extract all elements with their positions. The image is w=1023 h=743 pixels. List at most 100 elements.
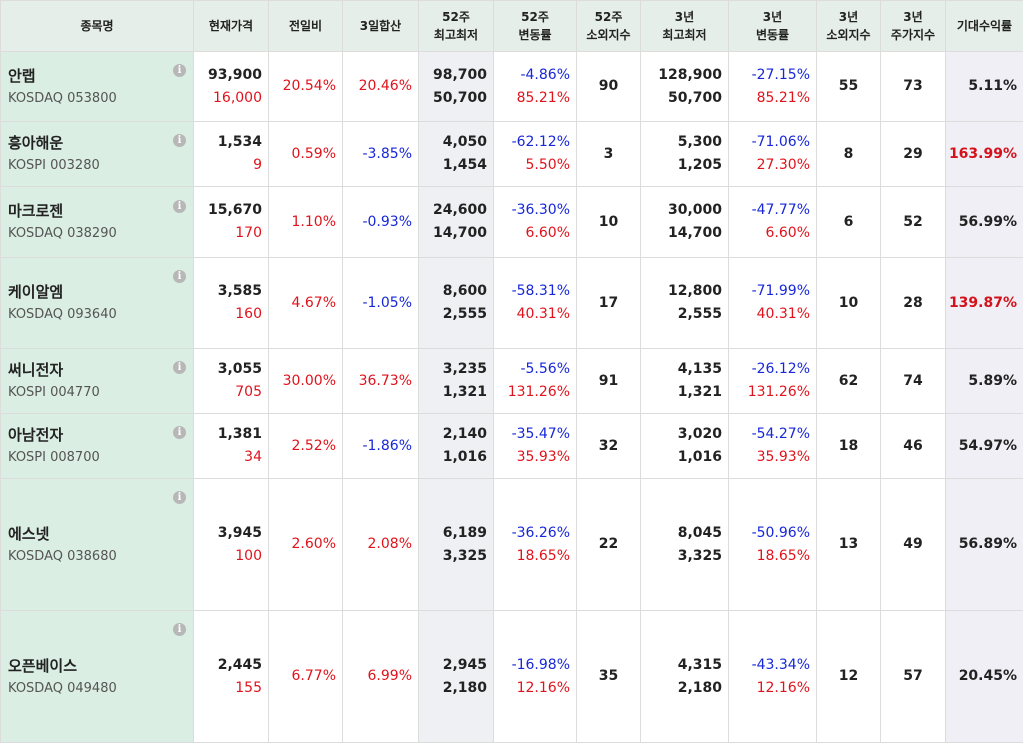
expected-return: 56.89%	[946, 479, 1023, 611]
w52-down-pct: -35.47%	[494, 423, 570, 446]
info-icon[interactable]: i	[173, 426, 186, 439]
header-label: 전일비	[269, 17, 342, 35]
y3-price-index: 49	[881, 479, 946, 611]
info-icon[interactable]: i	[173, 491, 186, 504]
header-label: 소외지수	[577, 26, 640, 44]
header-label: 52주	[419, 8, 493, 26]
stock-name[interactable]: 써니전자	[8, 358, 187, 382]
w52-change-cell: -58.31%40.31%	[494, 258, 577, 349]
stock-name[interactable]: 아남전자	[8, 423, 187, 447]
w52-up-pct: 12.16%	[494, 677, 570, 700]
col-price-header[interactable]: 현재가격	[194, 1, 269, 52]
info-icon[interactable]: i	[173, 361, 186, 374]
stock-code: KOSDAQ 093640	[8, 304, 187, 326]
stock-name[interactable]: 오픈베이스	[8, 654, 187, 678]
header-label: 주가지수	[881, 26, 945, 44]
y3-down-pct: -71.99%	[729, 280, 810, 303]
y3-up-pct: 6.60%	[729, 222, 810, 245]
col-name-header[interactable]: 종목명	[1, 1, 194, 52]
info-icon[interactable]: i	[173, 270, 186, 283]
info-icon[interactable]: i	[173, 64, 186, 77]
col-day-change-header[interactable]: 전일비	[269, 1, 343, 52]
three-day-cell: 6.99%	[343, 611, 419, 743]
y3-neglect-index: 13	[817, 479, 881, 611]
w52-change-cell: -36.30%6.60%	[494, 187, 577, 258]
header-label: 3년	[881, 8, 945, 26]
three-day-pct: 2.08%	[368, 536, 412, 552]
current-price: 93,900	[194, 64, 262, 87]
w52-high: 6,189	[419, 522, 487, 545]
y3-up-pct: 131.26%	[729, 381, 810, 404]
day-change-pct: 0.59%	[292, 146, 336, 162]
col-three-day-header[interactable]: 3일합산	[343, 1, 419, 52]
expected-return: 139.87%	[946, 258, 1023, 349]
info-icon[interactable]: i	[173, 200, 186, 213]
day-change-cell: 2.52%	[269, 414, 343, 479]
w52-low: 2,555	[419, 303, 487, 326]
y3-down-pct: -47.77%	[729, 199, 810, 222]
three-day-cell: -3.85%	[343, 122, 419, 187]
three-day-cell: 20.46%	[343, 52, 419, 122]
y3-high: 128,900	[641, 64, 722, 87]
w52-high: 98,700	[419, 64, 487, 87]
w52-high: 24,600	[419, 199, 487, 222]
day-change-cell: 4.67%	[269, 258, 343, 349]
day-change-cell: 20.54%	[269, 52, 343, 122]
stock-name[interactable]: 흥아해운	[8, 131, 187, 155]
current-price: 2,445	[194, 654, 262, 677]
col-expected-return-header[interactable]: 기대수익률	[946, 1, 1023, 52]
price-change: 34	[194, 446, 262, 469]
y3-high: 4,315	[641, 654, 722, 677]
info-icon[interactable]: i	[173, 623, 186, 636]
three-day-cell: 36.73%	[343, 349, 419, 414]
w52-change-cell: -4.86%85.21%	[494, 52, 577, 122]
y3-down-pct: -71.06%	[729, 131, 810, 154]
y3-down-pct: -43.34%	[729, 654, 810, 677]
header-label: 변동률	[729, 26, 816, 44]
price-change: 9	[194, 154, 262, 177]
w52-down-pct: -5.56%	[494, 358, 570, 381]
w52-neglect-index: 90	[577, 52, 641, 122]
w52-neglect-index: 17	[577, 258, 641, 349]
info-icon[interactable]: i	[173, 134, 186, 147]
stock-name[interactable]: 케이알엠	[8, 280, 187, 304]
y3-neglect-index: 18	[817, 414, 881, 479]
stock-name[interactable]: 에스넷	[8, 522, 187, 546]
y3-high: 8,045	[641, 522, 722, 545]
day-change-pct: 4.67%	[292, 295, 336, 311]
stock-name[interactable]: 마크로젠	[8, 199, 187, 223]
w52-high: 4,050	[419, 131, 487, 154]
w52-neglect-index: 32	[577, 414, 641, 479]
y3-neglect-index: 55	[817, 52, 881, 122]
stock-name[interactable]: 안랩	[8, 64, 187, 88]
y3-neglect-index: 62	[817, 349, 881, 414]
header-label: 3년	[729, 8, 816, 26]
w52-down-pct: -58.31%	[494, 280, 570, 303]
